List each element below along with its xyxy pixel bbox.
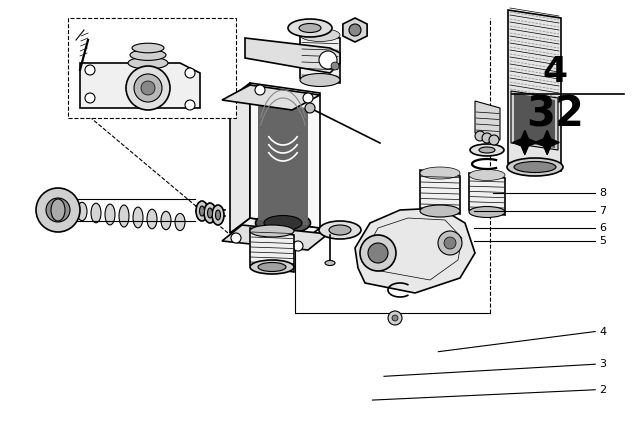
Text: 2: 2 <box>599 385 606 395</box>
Circle shape <box>482 133 492 143</box>
Circle shape <box>360 235 396 271</box>
Text: 4: 4 <box>542 55 568 89</box>
Circle shape <box>388 311 402 325</box>
Ellipse shape <box>212 205 224 225</box>
Ellipse shape <box>264 215 302 231</box>
Text: 32: 32 <box>526 93 584 135</box>
Ellipse shape <box>250 260 294 274</box>
Polygon shape <box>300 33 340 83</box>
Circle shape <box>255 85 265 95</box>
Circle shape <box>126 66 170 110</box>
Ellipse shape <box>258 263 286 271</box>
Ellipse shape <box>133 207 143 228</box>
Ellipse shape <box>200 206 205 216</box>
Polygon shape <box>230 218 320 243</box>
Ellipse shape <box>255 212 310 234</box>
Ellipse shape <box>514 161 556 172</box>
Circle shape <box>305 103 315 113</box>
Polygon shape <box>511 91 558 150</box>
Circle shape <box>349 24 361 36</box>
Polygon shape <box>250 228 294 272</box>
Ellipse shape <box>77 202 87 221</box>
Ellipse shape <box>288 19 332 37</box>
Ellipse shape <box>147 209 157 229</box>
Circle shape <box>85 65 95 75</box>
Polygon shape <box>230 83 250 233</box>
Circle shape <box>134 74 162 102</box>
Ellipse shape <box>319 221 361 239</box>
Circle shape <box>231 233 241 243</box>
Circle shape <box>319 51 337 69</box>
Ellipse shape <box>51 199 65 221</box>
Ellipse shape <box>128 57 168 69</box>
Polygon shape <box>508 10 561 171</box>
Polygon shape <box>245 38 340 73</box>
Circle shape <box>46 198 70 222</box>
Polygon shape <box>513 130 537 155</box>
Circle shape <box>85 93 95 103</box>
Polygon shape <box>355 208 475 293</box>
Ellipse shape <box>300 29 340 42</box>
Circle shape <box>36 188 80 232</box>
Ellipse shape <box>325 260 335 266</box>
Circle shape <box>185 68 195 78</box>
Ellipse shape <box>299 23 321 33</box>
Circle shape <box>475 131 485 141</box>
Ellipse shape <box>63 202 73 219</box>
Polygon shape <box>250 83 320 228</box>
Ellipse shape <box>420 167 460 179</box>
Ellipse shape <box>470 144 504 156</box>
Ellipse shape <box>420 205 460 217</box>
Circle shape <box>141 81 155 95</box>
Ellipse shape <box>119 205 129 227</box>
Circle shape <box>489 135 499 145</box>
Polygon shape <box>469 173 505 215</box>
Polygon shape <box>535 130 559 155</box>
Circle shape <box>303 93 313 103</box>
Ellipse shape <box>329 225 351 235</box>
Ellipse shape <box>216 210 221 220</box>
Text: 8: 8 <box>599 188 606 198</box>
Text: 6: 6 <box>599 223 606 233</box>
Polygon shape <box>343 18 367 42</box>
Ellipse shape <box>250 225 294 237</box>
Circle shape <box>444 237 456 249</box>
Ellipse shape <box>207 208 212 218</box>
Text: 3: 3 <box>599 359 606 369</box>
Ellipse shape <box>300 73 340 86</box>
Polygon shape <box>420 170 460 214</box>
Ellipse shape <box>132 43 164 53</box>
Ellipse shape <box>105 204 115 225</box>
Ellipse shape <box>469 169 505 181</box>
Circle shape <box>368 243 388 263</box>
Text: 5: 5 <box>599 236 606 246</box>
Ellipse shape <box>479 147 495 153</box>
Circle shape <box>331 62 339 70</box>
Circle shape <box>185 100 195 110</box>
Text: 7: 7 <box>599 207 606 216</box>
Circle shape <box>392 315 398 321</box>
Ellipse shape <box>507 158 563 176</box>
Ellipse shape <box>469 207 505 217</box>
Ellipse shape <box>175 213 185 231</box>
Ellipse shape <box>204 203 216 223</box>
Circle shape <box>293 241 303 251</box>
Polygon shape <box>475 101 500 140</box>
Ellipse shape <box>91 203 101 223</box>
Bar <box>68 18 236 118</box>
Polygon shape <box>514 93 555 148</box>
Polygon shape <box>258 103 308 225</box>
Ellipse shape <box>130 50 166 60</box>
Polygon shape <box>222 225 328 250</box>
Ellipse shape <box>161 211 171 230</box>
Ellipse shape <box>196 201 208 221</box>
Polygon shape <box>222 85 320 110</box>
Polygon shape <box>80 63 200 108</box>
Circle shape <box>438 231 462 255</box>
Text: 4: 4 <box>599 327 606 336</box>
